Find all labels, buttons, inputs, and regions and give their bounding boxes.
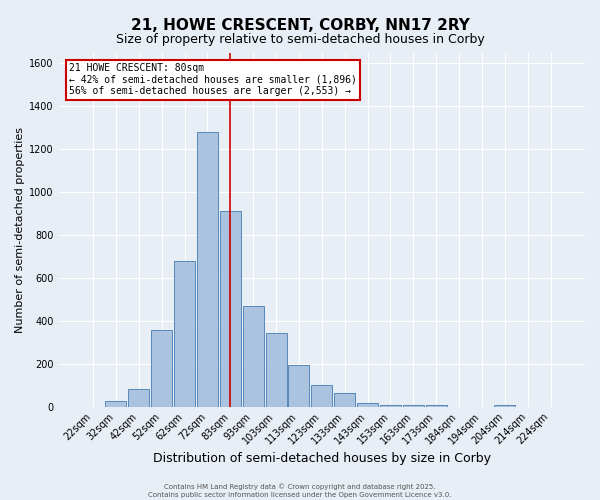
Bar xyxy=(403,404,424,406)
X-axis label: Distribution of semi-detached houses by size in Corby: Distribution of semi-detached houses by … xyxy=(153,452,491,465)
Bar xyxy=(380,404,401,406)
Bar xyxy=(151,330,172,406)
Bar xyxy=(425,404,447,406)
Text: Contains HM Land Registry data © Crown copyright and database right 2025.
Contai: Contains HM Land Registry data © Crown c… xyxy=(148,484,452,498)
Bar xyxy=(266,332,287,406)
Bar xyxy=(220,212,241,406)
Bar xyxy=(106,402,127,406)
Y-axis label: Number of semi-detached properties: Number of semi-detached properties xyxy=(15,126,25,332)
Bar xyxy=(174,260,195,406)
Text: 21, HOWE CRESCENT, CORBY, NN17 2RY: 21, HOWE CRESCENT, CORBY, NN17 2RY xyxy=(131,18,469,32)
Text: 21 HOWE CRESCENT: 80sqm
← 42% of semi-detached houses are smaller (1,896)
56% of: 21 HOWE CRESCENT: 80sqm ← 42% of semi-de… xyxy=(69,63,357,96)
Bar xyxy=(128,390,149,406)
Bar xyxy=(289,365,310,406)
Text: Size of property relative to semi-detached houses in Corby: Size of property relative to semi-detach… xyxy=(116,32,484,46)
Bar xyxy=(197,132,218,406)
Bar xyxy=(494,405,515,406)
Bar xyxy=(311,385,332,406)
Bar xyxy=(242,306,264,406)
Bar xyxy=(357,403,378,406)
Bar xyxy=(334,392,355,406)
